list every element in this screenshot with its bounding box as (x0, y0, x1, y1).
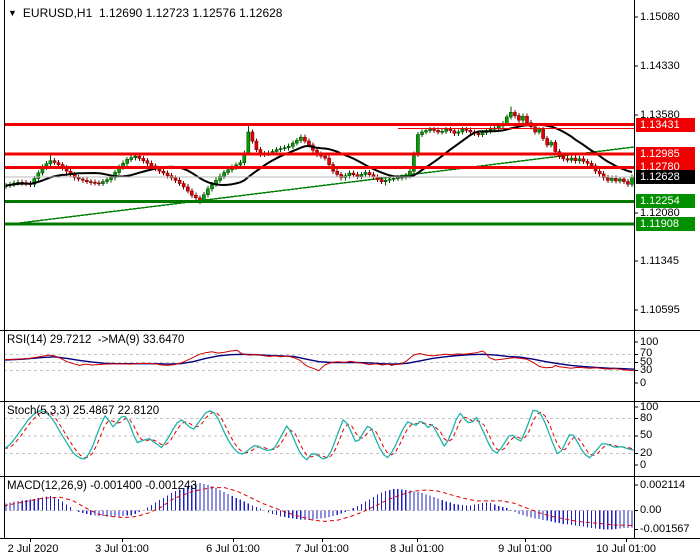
support-price-label[interactable]: 1.11908 (636, 217, 695, 231)
price-tick: 1.10595 (640, 304, 680, 316)
time-axis-label: 10 Jul 01:00 (596, 543, 656, 555)
time-axis-label: 6 Jul 01:00 (206, 543, 260, 555)
resistance-price-label[interactable]: 1.12985 (636, 147, 695, 161)
rsi-tick: 100 (640, 336, 659, 348)
stoch-tick: 80 (640, 412, 653, 424)
rsi-tick: 30 (640, 364, 653, 376)
macd-tick: 0.00 (640, 504, 662, 516)
macd-tick: -0.001567 (640, 523, 690, 535)
current-price-label: 1.12628 (636, 170, 695, 184)
price-tick: 1.11345 (640, 255, 679, 267)
resistance-price-label[interactable]: 1.13431 (636, 118, 695, 132)
price-tick: 1.14330 (640, 60, 680, 72)
stoch-tick: 50 (640, 429, 653, 441)
rsi-tick: 50 (640, 356, 653, 368)
time-axis-label: 2 Jul 2020 (7, 543, 59, 555)
stoch-tick: 0 (640, 459, 647, 471)
symbol-dropdown-icon[interactable]: ▼ (8, 8, 17, 18)
rsi-tick: 70 (640, 347, 653, 359)
time-axis-label: 9 Jul 01:00 (498, 543, 552, 555)
time-axis-label: 8 Jul 01:00 (390, 543, 444, 555)
macd-tick: 0.002114 (640, 479, 686, 491)
rsi-label: RSI(14) 29.7212 ->MA(9) 33.6470 (7, 334, 185, 346)
stoch-tick: 20 (640, 447, 653, 459)
symbol-timeframe: EURUSD,H1 (22, 6, 93, 20)
price-tick: 1.12080 (640, 207, 680, 219)
time-axis-label: 7 Jul 01:00 (295, 543, 349, 555)
chart-header: ▼ EURUSD,H1 1.12690 1.12723 1.12576 1.126… (8, 6, 282, 20)
ohlc-values: 1.12690 1.12723 1.12576 1.12628 (98, 6, 283, 20)
stoch-tick: 100 (640, 401, 659, 413)
rsi-tick: 0 (640, 377, 647, 389)
price-tick: 1.15080 (640, 11, 680, 23)
support-price-label[interactable]: 1.12254 (636, 194, 695, 208)
time-axis-label: 3 Jul 01:00 (95, 543, 149, 555)
stoch-label: Stoch(5,3,3) 25.4867 22.8120 (7, 405, 160, 417)
macd-label: MACD(12,26,9) -0.001400 -0.001243 (7, 480, 197, 492)
